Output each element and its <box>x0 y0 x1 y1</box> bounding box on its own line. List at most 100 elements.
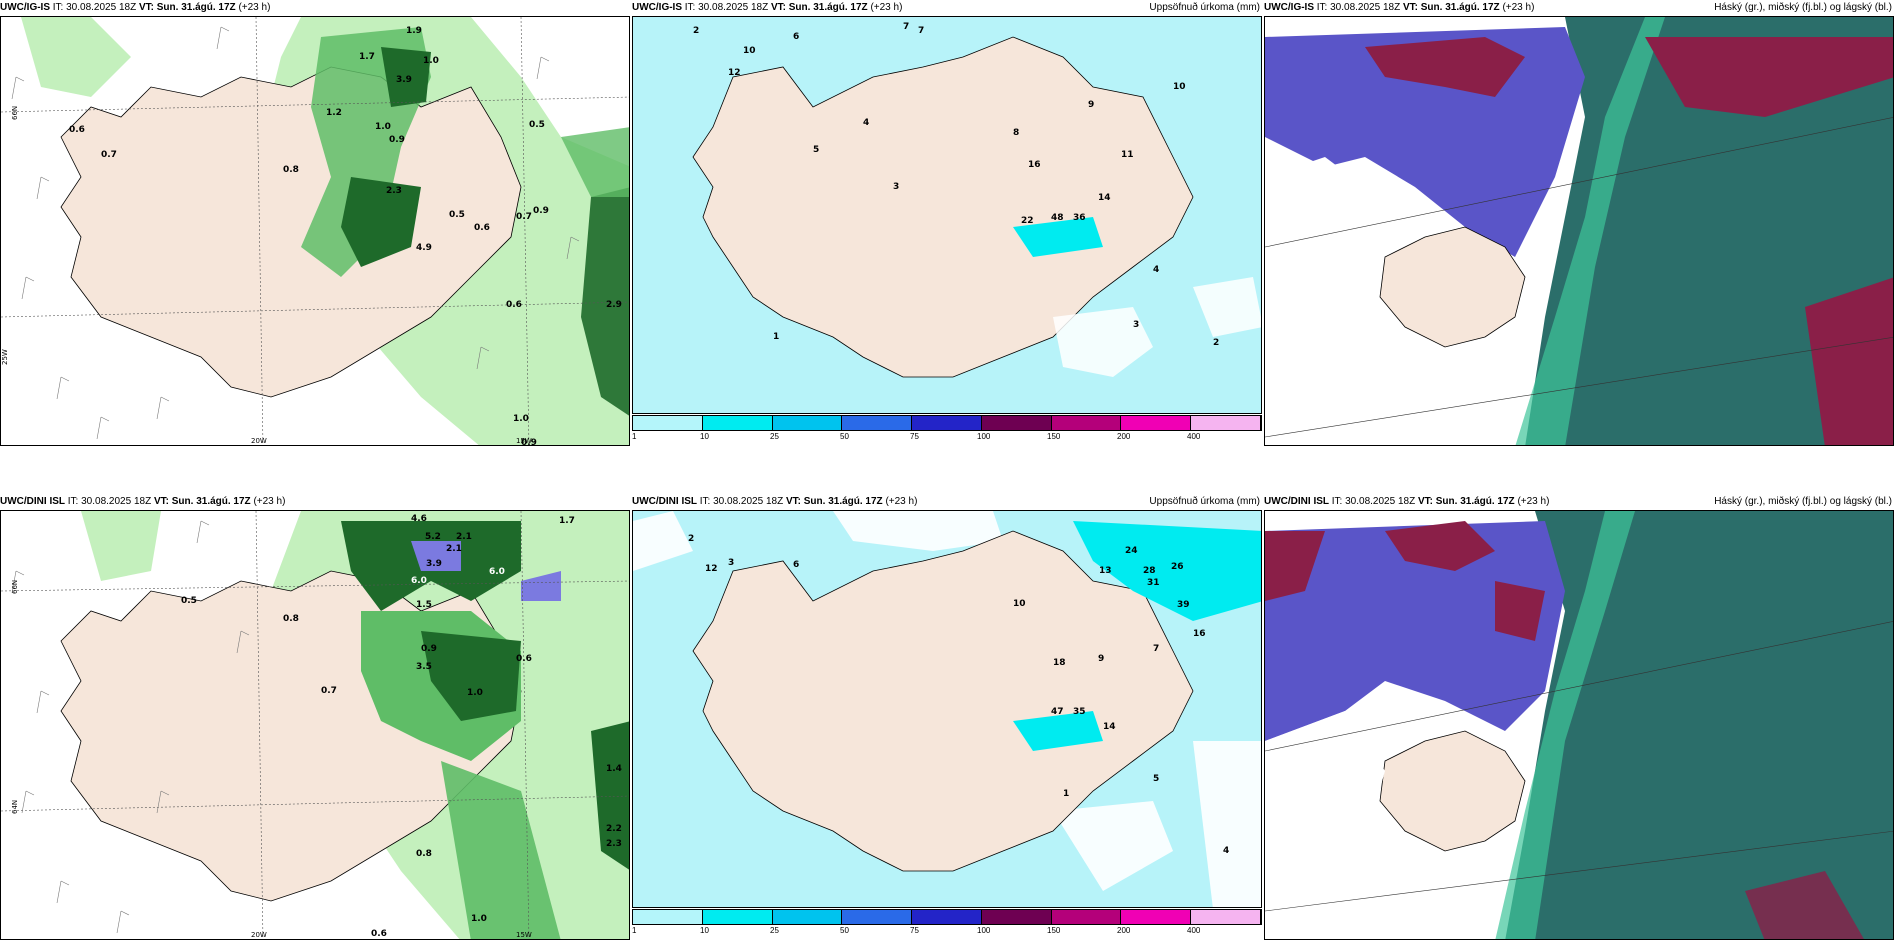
value-label: 3 <box>1133 320 1139 330</box>
legend-swatch <box>912 416 982 430</box>
value-label: 0.6 <box>69 125 85 135</box>
value-label: 2.9 <box>606 300 622 310</box>
precip-bright <box>1013 217 1103 257</box>
island-land <box>692 530 1194 872</box>
value-label: 0.8 <box>283 614 299 624</box>
value-label: 3 <box>728 558 734 568</box>
map-accum-precip[interactable]: 2 3 6 12 13 24 28 31 26 39 16 18 47 35 1… <box>632 510 1262 908</box>
value-label: 1.0 <box>471 914 487 924</box>
map-clouds[interactable] <box>1264 510 1894 940</box>
value-label: 0.6 <box>506 300 522 310</box>
precip-value-labels: 3.9 1.9 1.7 1.0 1.2 0.6 0.5 0.8 1.0 0.9 … <box>69 26 622 446</box>
init-time: 30.08.2025 18Z <box>1330 2 1401 13</box>
lat-label-66n: 66N <box>11 106 19 120</box>
legend-swatch <box>842 910 913 924</box>
island-land <box>60 66 522 398</box>
no-precip-white <box>1053 277 1261 377</box>
value-label: 26 <box>1171 562 1184 572</box>
precip-light-west <box>81 511 161 581</box>
value-label: 1.0 <box>423 56 439 66</box>
precip-far-east <box>591 721 629 870</box>
value-label: 0.8 <box>283 165 299 175</box>
vt-label: VT: <box>1417 496 1433 507</box>
value-label: 2.1 <box>446 544 462 554</box>
value-label: 6 <box>793 32 799 42</box>
value-label: 9 <box>1088 100 1094 110</box>
legend-swatch <box>1051 910 1122 924</box>
value-label: 0.6 <box>371 929 387 939</box>
map-wind-precip[interactable]: 20W 15W 66N 25W 3.9 1.9 1.7 1.0 1.2 0.6 … <box>0 16 630 446</box>
lead-time: (+23 h) <box>1517 496 1550 507</box>
no-precip-white <box>633 511 1261 907</box>
value-label: 47 <box>1051 707 1064 717</box>
map-wind-precip[interactable]: 20W 15W 66N 64N 4.6 5.2 6.0 2.1 3.9 6.0 … <box>0 510 630 940</box>
precip-mid-east <box>561 127 629 197</box>
value-label: 5 <box>1153 774 1159 784</box>
legend-tick: 200 <box>1117 926 1131 935</box>
value-label: 10 <box>743 46 756 56</box>
legend-swatch <box>981 416 1052 430</box>
panel-dini-clouds: UWC/DINI ISL IT: 30.08.2025 18Z VT: Sun.… <box>1264 494 1894 942</box>
precip-dark-2 <box>421 631 521 721</box>
value-label: 1.7 <box>359 52 375 62</box>
lead-time: (+23 h) <box>885 496 918 507</box>
legend-tick: 75 <box>910 432 919 441</box>
map-clouds[interactable] <box>1264 16 1894 446</box>
vt-label: VT: <box>153 496 169 507</box>
init-time: 30.08.2025 18Z <box>81 496 152 507</box>
legend-swatch <box>702 416 773 430</box>
lead-time: (+23 h) <box>238 2 271 13</box>
low-cloud-se <box>1745 871 1864 939</box>
precip-legend: 1 10 25 50 75 100 150 200 400 <box>632 415 1262 445</box>
low-cloud <box>1365 37 1893 117</box>
value-label: 1.7 <box>559 516 575 526</box>
value-label: 6.0 <box>489 567 505 577</box>
lat-label-66n: 66N <box>11 580 19 594</box>
precip-bright <box>1013 711 1103 751</box>
island-land <box>692 36 1194 378</box>
value-label: 0.9 <box>521 438 537 446</box>
value-label: 2.1 <box>456 532 472 542</box>
mid-cloud <box>1265 521 1565 741</box>
value-label: 3.9 <box>426 559 442 569</box>
legend-tick: 1 <box>632 926 637 935</box>
value-label: 16 <box>1193 629 1206 639</box>
value-label: 0.7 <box>516 212 532 222</box>
white-gap <box>1265 157 1365 237</box>
value-label: 12 <box>705 564 718 574</box>
legend-tick: 25 <box>770 432 779 441</box>
graticule <box>1 17 629 445</box>
green-cloud-band <box>1495 511 1635 939</box>
value-label: 28 <box>1143 566 1156 576</box>
value-label: 1.0 <box>467 688 483 698</box>
value-label: 7 <box>903 22 909 32</box>
panel-header: UWC/DINI ISL IT: 30.08.2025 18Z VT: Sun.… <box>632 494 1262 510</box>
precip-east <box>581 187 629 416</box>
product-title: Uppsöfnuð úrkoma (mm) <box>1149 2 1260 13</box>
value-label: 16 <box>1028 160 1041 170</box>
model-name: UWC/IG-IS <box>632 2 682 13</box>
value-label: 0.9 <box>421 644 437 654</box>
value-label: 8 <box>1013 128 1019 138</box>
value-label: 4.9 <box>416 243 432 253</box>
vt-label: VT: <box>138 2 154 13</box>
legend-swatches <box>632 415 1262 431</box>
graticule <box>1 511 629 939</box>
init-time: 30.08.2025 18Z <box>1345 496 1416 507</box>
map-accum-precip[interactable]: 2 6 7 10 12 8 4 5 3 9 16 22 48 36 14 10 … <box>632 16 1262 414</box>
value-label: 2 <box>688 534 694 544</box>
vt-label: VT: <box>1402 2 1418 13</box>
legend-tick: 50 <box>840 926 849 935</box>
island-land <box>1379 226 1526 348</box>
legend-tick: 100 <box>977 926 991 935</box>
init-time: 30.08.2025 18Z <box>698 2 769 13</box>
legend-swatch <box>912 910 982 924</box>
low-cloud <box>1265 521 1545 641</box>
value-label: 0.5 <box>181 596 197 606</box>
value-label: 31 <box>1147 578 1160 588</box>
product-title: Uppsöfnuð úrkoma (mm) <box>1149 496 1260 507</box>
value-label: 10 <box>1013 599 1026 609</box>
value-label: 1 <box>1063 789 1069 799</box>
value-label: 4 <box>863 118 869 128</box>
value-label: 0.5 <box>449 210 465 220</box>
